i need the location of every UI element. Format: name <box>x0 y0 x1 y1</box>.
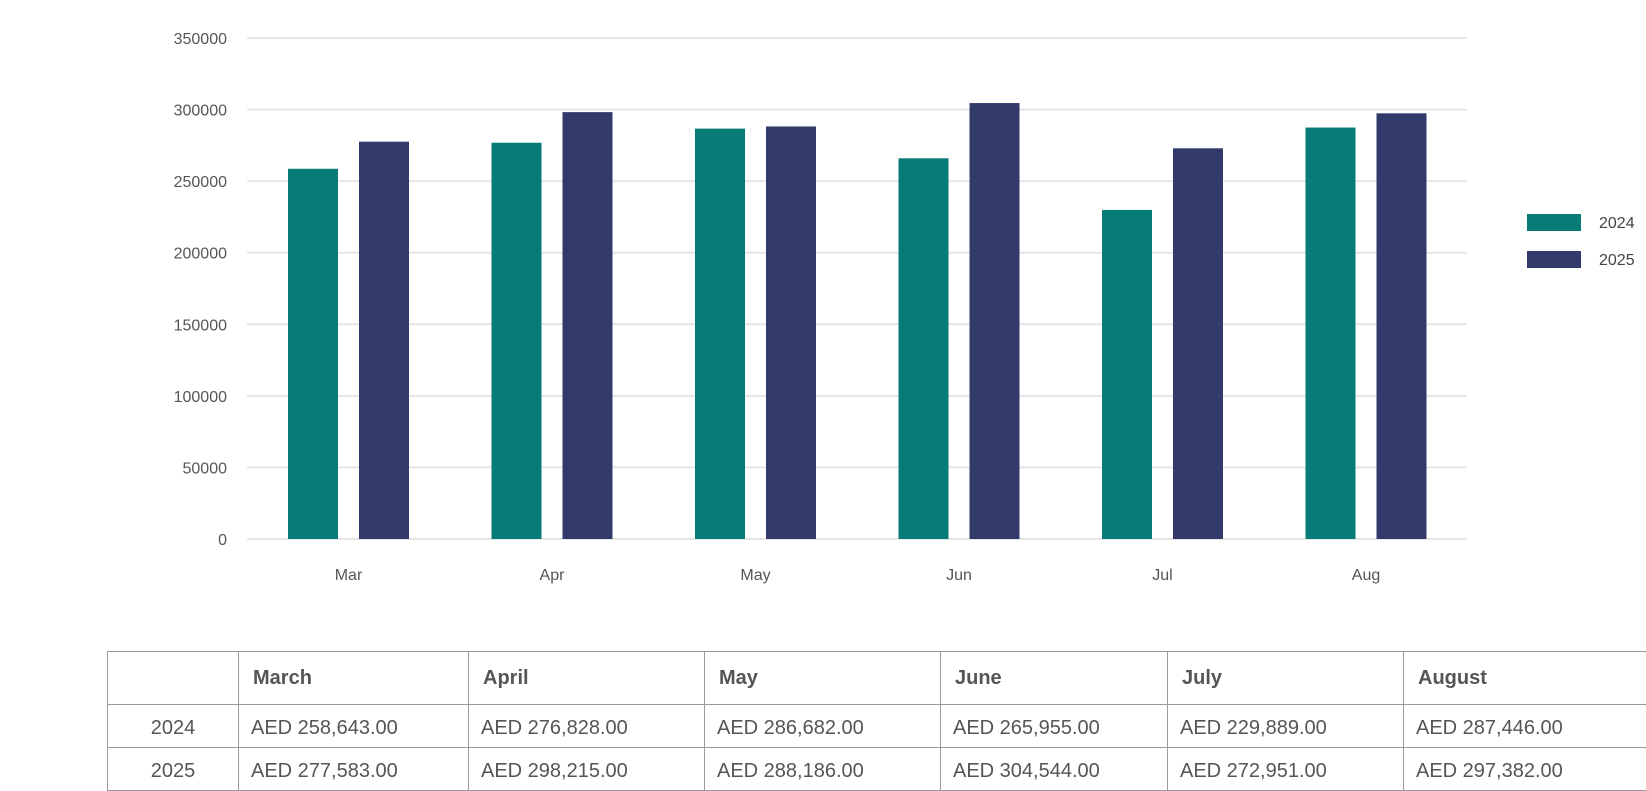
y-tick-label: 200000 <box>174 246 227 263</box>
table-cell: AED 265,955.00 <box>941 705 1168 748</box>
x-tick-label: Jul <box>1152 567 1172 584</box>
chart-bars <box>288 103 1427 539</box>
bar-2025-mar <box>359 142 409 539</box>
legend-label-2024: 2024 <box>1599 215 1635 232</box>
table-cell: AED 272,951.00 <box>1168 748 1404 791</box>
table-cell: AED 298,215.00 <box>469 748 705 791</box>
legend-swatch-2024 <box>1527 214 1581 231</box>
bar-2025-may <box>766 126 816 539</box>
y-axis: 0 50000 100000 150000 200000 250000 300000 3500… <box>174 31 227 549</box>
bar-2025-jul <box>1173 148 1223 539</box>
bar-2025-apr <box>563 112 613 539</box>
bar-2024-mar <box>288 169 338 539</box>
chart-grid <box>247 38 1467 539</box>
header-march: March <box>239 652 469 705</box>
row-label-2025: 2025 <box>108 748 239 791</box>
x-tick-label: Jun <box>946 567 972 584</box>
bar-chart: 0 50000 100000 150000 200000 250000 300000 3500… <box>0 0 1646 640</box>
table-cell: AED 286,682.00 <box>705 705 941 748</box>
x-tick-label: Aug <box>1352 567 1380 584</box>
y-tick-label: 250000 <box>174 174 227 191</box>
table-cell: AED 288,186.00 <box>705 748 941 791</box>
y-tick-label: 150000 <box>174 317 227 334</box>
table-cell: AED 304,544.00 <box>941 748 1168 791</box>
x-axis: Mar Apr May Jun Jul Aug <box>335 567 1381 584</box>
x-tick-label: Mar <box>335 567 363 584</box>
y-tick-label: 350000 <box>174 31 227 48</box>
bar-2024-jun <box>899 158 949 539</box>
table-cell: AED 258,643.00 <box>239 705 469 748</box>
data-table: March April May June July August 2024 AE… <box>107 651 1646 791</box>
header-april: April <box>469 652 705 705</box>
table-row: 2025 AED 277,583.00 AED 298,215.00 AED 2… <box>108 748 1646 791</box>
chart-legend: 2024 2025 <box>1527 214 1635 269</box>
y-tick-label: 50000 <box>183 460 228 477</box>
x-tick-label: Apr <box>540 567 566 584</box>
table-cell: AED 229,889.00 <box>1168 705 1404 748</box>
row-label-2024: 2024 <box>108 705 239 748</box>
y-tick-label: 100000 <box>174 389 227 406</box>
bar-2024-apr <box>492 143 542 539</box>
legend-label-2025: 2025 <box>1599 252 1635 269</box>
bar-2024-jul <box>1102 210 1152 539</box>
table-row: 2024 AED 258,643.00 AED 276,828.00 AED 2… <box>108 705 1646 748</box>
table-cell: AED 297,382.00 <box>1404 748 1646 791</box>
bar-2024-aug <box>1306 128 1356 539</box>
header-may: May <box>705 652 941 705</box>
table-cell: AED 277,583.00 <box>239 748 469 791</box>
bar-2024-may <box>695 129 745 539</box>
y-tick-label: 300000 <box>174 103 227 120</box>
table-cell: AED 276,828.00 <box>469 705 705 748</box>
header-june: June <box>941 652 1168 705</box>
x-tick-label: May <box>740 567 770 584</box>
bar-2025-aug <box>1377 113 1427 539</box>
bar-2025-jun <box>970 103 1020 539</box>
table-header-row: March April May June July August <box>108 652 1646 705</box>
table-cell: AED 287,446.00 <box>1404 705 1646 748</box>
y-tick-label: 0 <box>218 532 227 549</box>
header-empty <box>108 652 239 705</box>
header-july: July <box>1168 652 1404 705</box>
legend-swatch-2025 <box>1527 251 1581 268</box>
header-august: August <box>1404 652 1646 705</box>
